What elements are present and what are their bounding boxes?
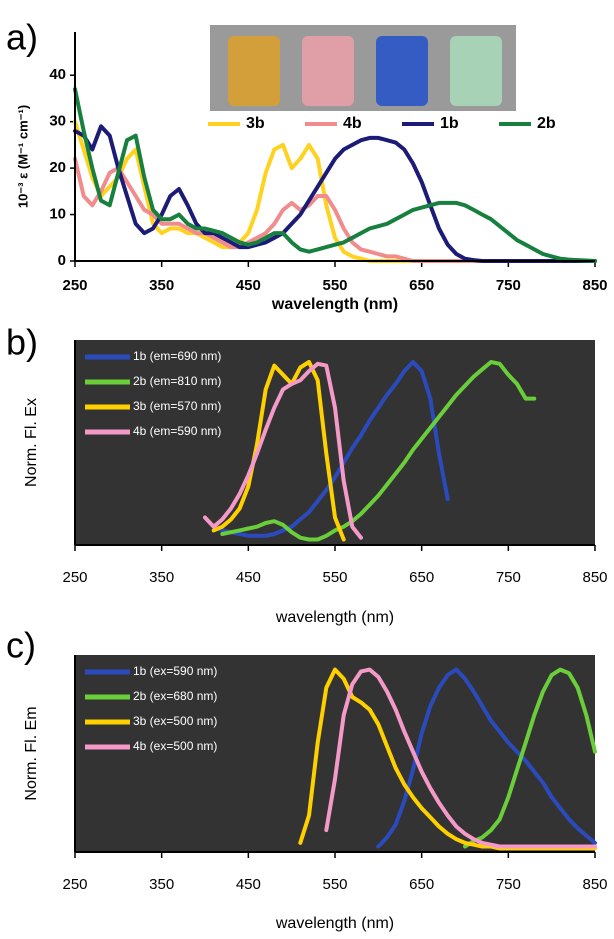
x-tick-label: 850	[582, 876, 607, 893]
legend-label: 3b	[246, 115, 265, 132]
y-tick-label: 40	[49, 66, 66, 83]
x-tick-label: 250	[62, 876, 87, 893]
legend-label: 3b (em=570 nm)	[133, 399, 221, 413]
x-tick-label: 350	[149, 876, 174, 893]
x-tick-label: 650	[409, 277, 434, 294]
x-tick-label: 650	[409, 876, 434, 893]
x-axis-label: wavelength (nm)	[271, 296, 398, 313]
x-tick-label: 350	[149, 277, 174, 294]
legend-label: 2b (em=810 nm)	[133, 374, 221, 388]
panel-label: c)	[6, 625, 36, 666]
legend-label: 1b	[440, 115, 459, 132]
panel-label: a)	[6, 17, 38, 58]
legend-label: 4b (em=590 nm)	[133, 424, 221, 438]
legend-label: 1b (ex=590 nm)	[133, 664, 217, 678]
series-line	[220, 360, 537, 542]
x-tick-label: 250	[62, 569, 87, 586]
panel-label: b)	[6, 322, 38, 363]
x-tick-label: 550	[322, 876, 347, 893]
legend-label: 1b (em=690 nm)	[133, 349, 221, 363]
vial	[376, 36, 428, 106]
y-tick-label: 20	[49, 159, 66, 176]
vial-photo	[210, 25, 516, 111]
x-tick-label: 850	[582, 277, 607, 294]
x-tick-label: 750	[496, 876, 521, 893]
series-line	[73, 87, 597, 263]
plot-background	[75, 655, 595, 852]
legend-label: 2b	[537, 115, 556, 132]
x-tick-label: 750	[496, 569, 521, 586]
series-line	[376, 667, 597, 849]
x-tick-label: 650	[409, 569, 434, 586]
vial	[450, 36, 502, 106]
y-tick-label: 0	[58, 252, 66, 269]
x-tick-label: 450	[236, 569, 261, 586]
x-tick-label: 550	[322, 569, 347, 586]
x-axis-label: wavelength (nm)	[275, 609, 394, 626]
x-tick-label: 850	[582, 569, 607, 586]
x-tick-label: 250	[62, 277, 87, 294]
y-tick-label: 30	[49, 113, 66, 130]
x-tick-label: 350	[149, 569, 174, 586]
y-axis-label: Norm. Fl. Em	[23, 706, 40, 800]
series-line	[463, 667, 597, 849]
legend-label: 4b	[343, 115, 362, 132]
vial	[302, 36, 354, 106]
y-axis-label: 10⁻³ ε (M⁻¹ cm⁻¹)	[15, 105, 30, 208]
y-tick-label: 10	[49, 206, 66, 223]
x-axis-label: wavelength (nm)	[275, 915, 394, 932]
vial	[228, 36, 280, 106]
legend-label: 4b (ex=500 nm)	[133, 739, 217, 753]
series-line	[211, 360, 346, 542]
x-tick-label: 450	[236, 876, 261, 893]
y-axis-label: Norm. Fl. Ex	[23, 398, 40, 487]
series-line	[324, 667, 597, 849]
series-line	[203, 361, 363, 540]
legend-label: 2b (ex=680 nm)	[133, 689, 217, 703]
x-tick-label: 750	[496, 277, 521, 294]
x-tick-label: 450	[236, 277, 261, 294]
x-tick-label: 550	[322, 277, 347, 294]
legend-label: 3b (ex=500 nm)	[133, 714, 217, 728]
